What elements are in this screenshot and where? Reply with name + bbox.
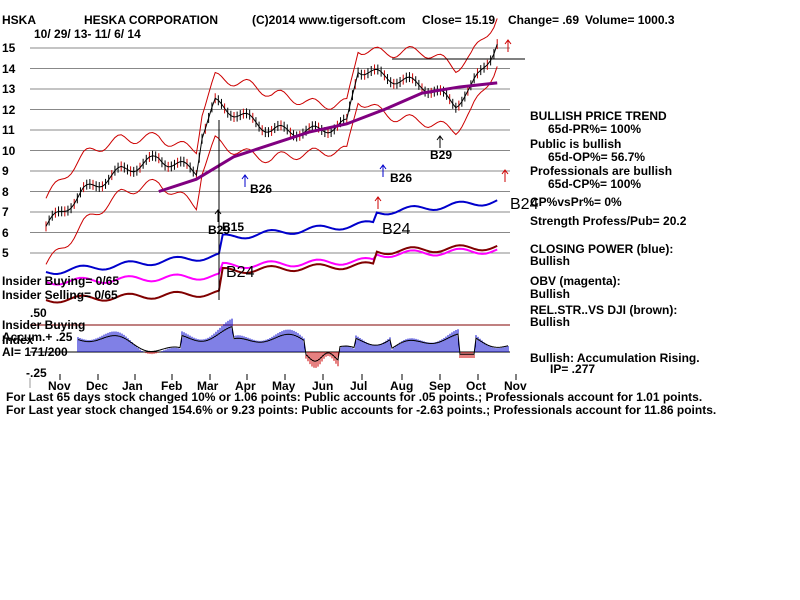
date-range: 10/ 29/ 13- 11/ 6/ 14: [34, 27, 141, 41]
x-tick-label: Nov: [48, 379, 71, 393]
upper-band-line: [45, 18, 498, 199]
y-tick-label: 8: [2, 185, 9, 199]
trend-label: BULLISH PRICE TREND: [530, 109, 667, 123]
closing-power-line: [45, 199, 498, 275]
price-gridlines: [30, 47, 510, 254]
strength-label: Strength Profess/Pub= 20.2: [530, 214, 687, 228]
cp-label: 65d-CP%= 100%: [548, 177, 642, 191]
footer-year: For Last year stock changed 154.6% or 9.…: [6, 403, 717, 417]
y-tick-label: 12: [2, 103, 16, 117]
x-tick-label: Jul: [350, 379, 368, 393]
accumulation-label: Bullish: Accumulation Rising.: [530, 351, 700, 365]
signal-arrows: [214, 39, 512, 300]
y-tick-label: 6: [2, 226, 9, 240]
accum-neg25-label: -.25: [26, 366, 47, 380]
relstr-label: REL.STR..VS DJI (brown):: [530, 303, 678, 317]
x-tick-label: Oct: [466, 379, 487, 393]
x-tick-label: Feb: [161, 379, 183, 393]
obv-line: [45, 247, 498, 286]
y-tick-label: 9: [2, 164, 9, 178]
ai-label: AI= 171/200: [2, 345, 68, 359]
relstr-status: Bullish: [530, 315, 571, 329]
signal-b24-b: B24: [510, 196, 539, 213]
arrow-b29-head: [436, 135, 444, 141]
x-tick-label: Jun: [312, 379, 334, 393]
signal-b15: B15: [222, 220, 245, 234]
obv-label: OBV (magenta):: [530, 274, 621, 288]
y-tick-label: 14: [2, 62, 16, 76]
arrow-b26-b-head: [379, 164, 387, 170]
ticker-symbol: HSKA: [2, 13, 37, 27]
y-tick-label: 10: [2, 144, 16, 158]
close-value: Close= 15.19: [422, 13, 496, 27]
insider-selling-label: Insider Selling= 0/65: [2, 288, 118, 302]
arrow-red-top-head: [504, 39, 512, 45]
moving-average-line: [158, 81, 498, 193]
accumulation-bars: [77, 318, 509, 368]
rel-strength-line: [45, 244, 498, 304]
x-tick-label: Sep: [429, 379, 452, 393]
x-tick-label: Nov: [504, 379, 527, 393]
x-tick-label: Aug: [390, 379, 414, 393]
insider-buying2-label: Insider Buying: [2, 318, 86, 332]
signal-b24-c: B24: [226, 264, 255, 281]
accum-label: Accum.+ .25: [2, 330, 73, 344]
price-bars: [45, 39, 498, 232]
lower-band-line: [45, 66, 498, 265]
y-tick-label: 11: [2, 123, 15, 137]
x-tick-label: Dec: [86, 379, 109, 393]
signal-b26-a: B26: [250, 182, 273, 196]
closing-power-label: CLOSING POWER (blue):: [530, 242, 674, 256]
month-ticks: [59, 374, 517, 380]
footer-65day: For Last 65 days stock changed 10% or 1.…: [6, 390, 703, 404]
copyright-text: (C)2014 www.tigersoft.com: [252, 13, 406, 27]
x-tick-label: Jan: [122, 379, 143, 393]
signal-b26-b: B26: [390, 171, 413, 185]
cpvspr-label: CP%vsPr%= 0%: [530, 195, 622, 209]
y-tick-label: 13: [2, 82, 16, 96]
accumulation-ma-line: [77, 325, 509, 362]
arrow-red-b-head: [501, 169, 509, 175]
arrow-red-a-head: [374, 196, 382, 202]
op-label: 65d-OP%= 56.7%: [548, 150, 646, 164]
y-tick-label: 7: [2, 205, 9, 219]
pr-label: 65d-PR%= 100%: [548, 122, 642, 136]
arrow-b26-a-head: [241, 174, 249, 180]
signal-b29: B29: [430, 148, 453, 162]
index-label: Index: [2, 333, 34, 347]
y-tick-label: 5: [2, 246, 9, 260]
x-tick-label: May: [272, 379, 296, 393]
volume-value: Volume= 1000.3: [585, 13, 675, 27]
arrow-b15-head: [214, 209, 222, 215]
signal-b24-a: B24: [382, 221, 411, 238]
ip-label: IP= .277: [550, 362, 596, 376]
company-name: HESKA CORPORATION: [84, 13, 219, 27]
price-series-line: [45, 43, 498, 227]
obv-status: Bullish: [530, 287, 571, 301]
public-label: Public is bullish: [530, 137, 622, 151]
closing-power-status: Bullish: [530, 254, 571, 268]
x-tick-label: Apr: [235, 379, 256, 393]
change-value: Change= .69: [508, 13, 580, 27]
accum-50-label: .50: [30, 306, 47, 320]
y-tick-label: 15: [2, 41, 16, 55]
professionals-label: Professionals are bullish: [530, 164, 673, 178]
insider-buying-label: Insider Buying= 0/65: [2, 274, 120, 288]
x-tick-label: Mar: [197, 379, 219, 393]
signal-b29-b: B29: [208, 223, 231, 237]
